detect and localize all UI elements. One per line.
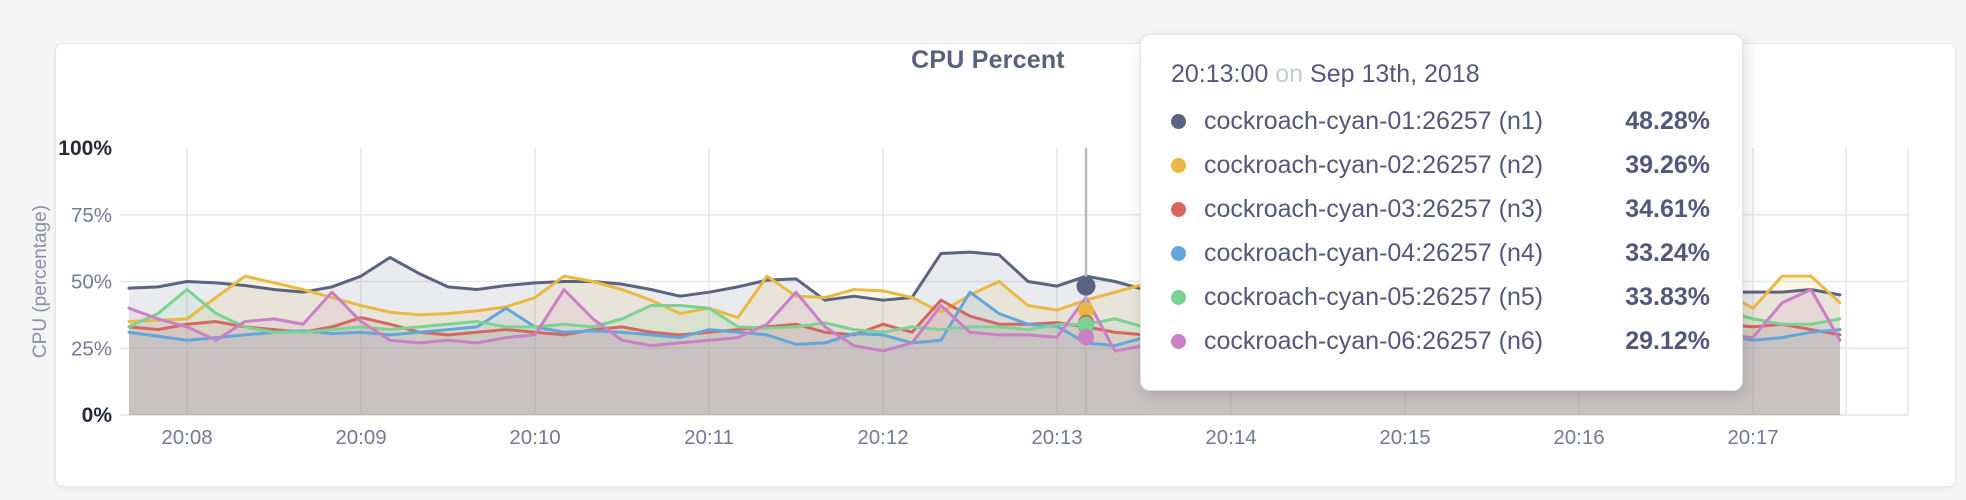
- tooltip-rows: cockroach-cyan-01:26257 (n1) 48.28% cockro…: [1171, 99, 1710, 363]
- series-value: 33.83%: [1625, 282, 1710, 311]
- series-label: cockroach-cyan-01:26257 (n1): [1204, 106, 1544, 135]
- axis-labels: 100% 75% 50% 25% 0% 20:08 20:09 20:10 20:11 20:12…: [30, 137, 1779, 449]
- tooltip-row: cockroach-cyan-01:26257 (n1) 48.28%: [1171, 99, 1710, 143]
- x-tick-label: 20:17: [1727, 426, 1778, 449]
- series-value: 48.28%: [1625, 106, 1710, 135]
- hover-dot-n1: [1076, 276, 1096, 296]
- series-dot-icon: [1171, 333, 1186, 349]
- y-tick-label: 25%: [71, 337, 112, 360]
- tooltip-date: Sep 13th, 2018: [1310, 60, 1480, 88]
- x-tick-label: 20:10: [509, 426, 560, 449]
- series-dot-icon: [1171, 289, 1186, 305]
- hover-dot-n5: [1078, 316, 1094, 333]
- x-tick-label: 20:13: [1031, 426, 1082, 449]
- x-tick-label: 20:15: [1379, 426, 1430, 449]
- x-tick-label: 20:09: [335, 426, 386, 449]
- y-tick-label: 75%: [71, 204, 112, 227]
- tooltip-row: cockroach-cyan-06:26257 (n6) 29.12%: [1171, 319, 1710, 363]
- series-dot-icon: [1171, 245, 1186, 261]
- tooltip-time: 20:13:00: [1171, 60, 1269, 88]
- series-value: 29.12%: [1625, 326, 1710, 355]
- y-axis-title: CPU (percentage): [30, 205, 51, 358]
- series-label: cockroach-cyan-04:26257 (n4): [1204, 238, 1544, 267]
- x-tick-label: 20:16: [1553, 426, 1604, 449]
- tooltip-conjunction: on: [1275, 60, 1304, 88]
- x-tick-label: 20:14: [1205, 426, 1256, 449]
- series-dot-icon: [1171, 113, 1186, 129]
- tooltip-row: cockroach-cyan-02:26257 (n2) 39.26%: [1171, 143, 1710, 187]
- x-tick-label: 20:12: [857, 426, 908, 449]
- y-tick-label: 50%: [71, 271, 112, 294]
- hover-dot-n6: [1078, 329, 1094, 346]
- tooltip-row: cockroach-cyan-04:26257 (n4) 33.24%: [1171, 231, 1710, 275]
- tooltip-row: cockroach-cyan-03:26257 (n3) 34.61%: [1171, 187, 1710, 231]
- hover-tooltip: 20:13:00 on Sep 13th, 2018 cockroach-cya…: [1140, 34, 1743, 391]
- y-tick-label: 0%: [82, 404, 113, 427]
- series-label: cockroach-cyan-05:26257 (n5): [1204, 282, 1544, 311]
- hover-dot-n2: [1078, 302, 1094, 319]
- tooltip-row: cockroach-cyan-05:26257 (n5) 33.83%: [1171, 275, 1710, 319]
- x-tick-label: 20:11: [684, 426, 734, 449]
- series-label: cockroach-cyan-03:26257 (n3): [1204, 194, 1544, 223]
- series-dot-icon: [1171, 157, 1186, 173]
- series-label: cockroach-cyan-06:26257 (n6): [1204, 326, 1544, 355]
- chart-title: CPU Percent: [911, 46, 1065, 74]
- hover-marker: [1076, 148, 1096, 415]
- series-value: 33.24%: [1625, 238, 1710, 267]
- series-dot-icon: [1171, 201, 1186, 217]
- series-label: cockroach-cyan-02:26257 (n2): [1204, 150, 1544, 179]
- tooltip-title: 20:13:00 on Sep 13th, 2018: [1171, 60, 1710, 89]
- series-value: 39.26%: [1625, 150, 1710, 179]
- y-tick-label: 100%: [58, 137, 112, 160]
- series-value: 34.61%: [1625, 194, 1710, 223]
- x-tick-label: 20:08: [161, 426, 212, 449]
